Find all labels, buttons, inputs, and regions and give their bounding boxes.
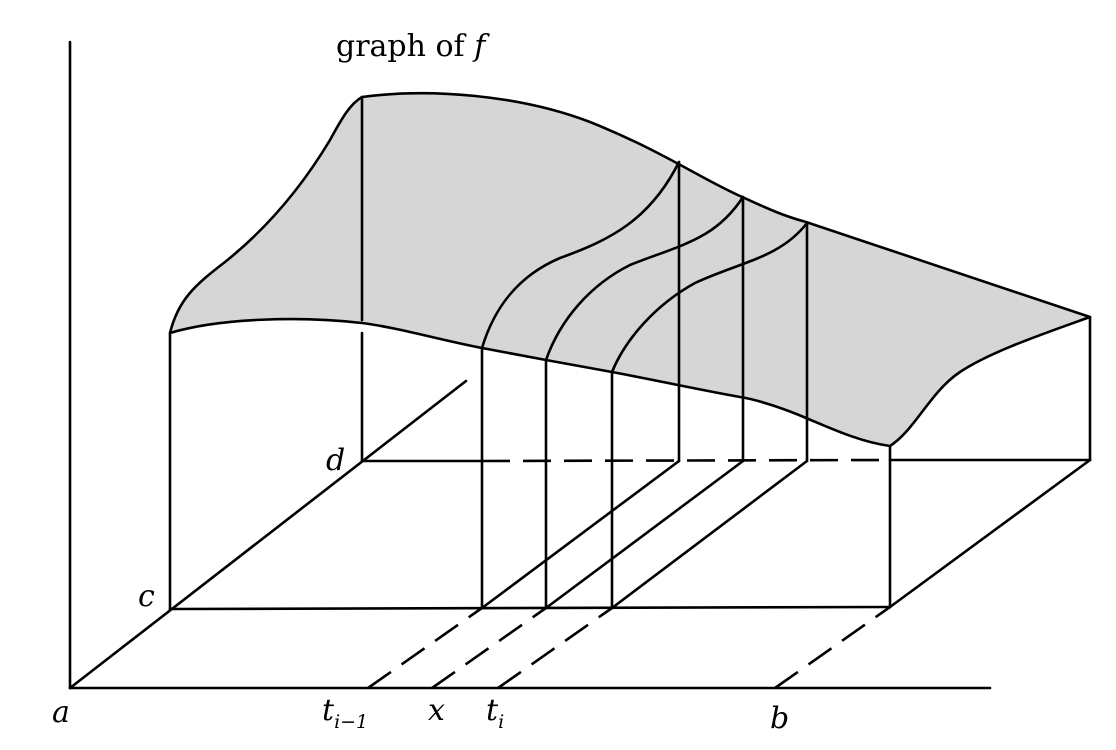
label-t-prev: ti−1 (322, 693, 368, 733)
base-right-depth-edge (888, 458, 1092, 609)
label-t-i: ti (486, 693, 504, 733)
label-b: b (770, 701, 789, 736)
label-t-prev-sub: i−1 (334, 711, 368, 733)
projection-x (431, 606, 547, 690)
graph-title: graph of f (336, 29, 490, 64)
label-c: c (138, 579, 155, 614)
slice-curve-t-i (610, 221, 809, 374)
label-d: d (326, 443, 345, 478)
label-t-prev-base: t (322, 693, 335, 728)
base-back-edge-dashed (481, 458, 891, 463)
graph-title-symbol: f (472, 29, 490, 64)
projection-t-i (497, 606, 613, 690)
projection-t-prev (367, 606, 483, 690)
base-front-edge (168, 605, 892, 611)
slice-base-depth-t-prev (480, 459, 681, 610)
slice-curve-t-prev (480, 160, 681, 350)
slice-base-depth-x (544, 459, 745, 610)
label-t-i-sub: i (498, 711, 504, 733)
label-t-i-base: t (486, 693, 499, 728)
depth-axis (68, 379, 468, 690)
label-x: x (428, 693, 445, 728)
surface-graph-of-f (168, 92, 1092, 448)
slice-base-depth-t-i (610, 459, 809, 610)
label-a: a (52, 695, 70, 730)
graph-title-text: graph of (336, 29, 474, 64)
slice-curve-x (544, 195, 745, 362)
projection-b (774, 605, 891, 690)
